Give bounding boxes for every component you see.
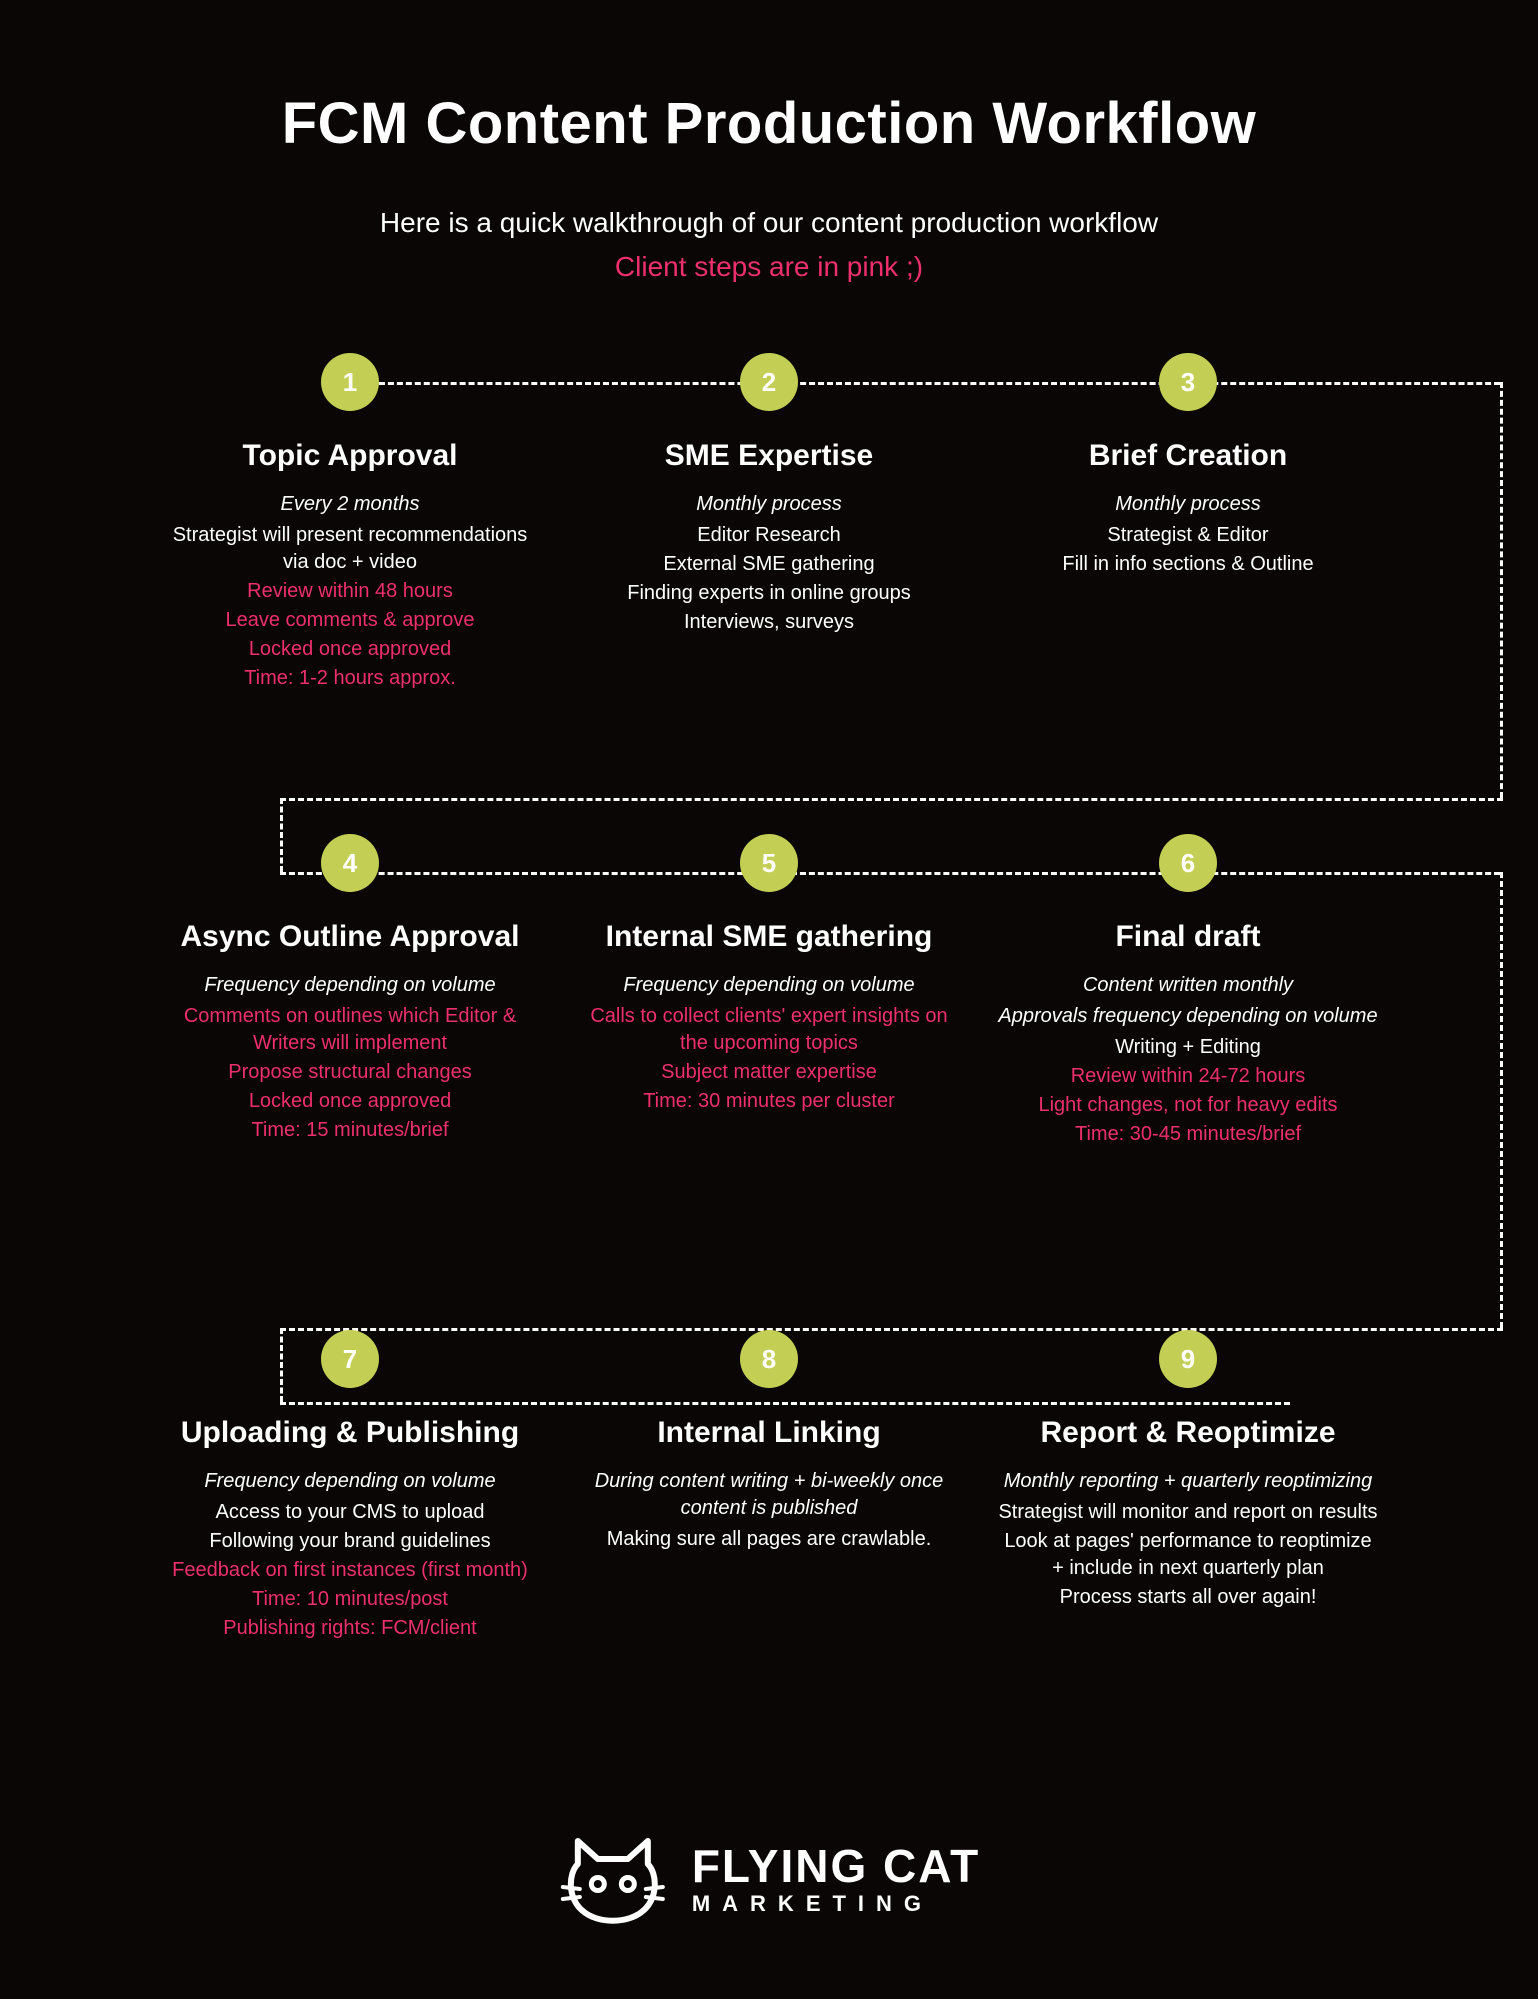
step-line: Leave comments & approve: [160, 607, 540, 634]
step-frequency: Monthly reporting + quarterly reoptimizi…: [998, 1468, 1378, 1495]
workflow-step: 3 Brief Creation Monthly process Strategist…: [998, 353, 1378, 694]
connector: [280, 1402, 1290, 1405]
step-line: Time: 30-45 minutes/brief: [998, 1121, 1378, 1148]
step-frequency: Monthly process: [998, 491, 1378, 518]
step-line: External SME gathering: [579, 551, 959, 578]
step-line: Feedback on first instances (first month…: [160, 1557, 540, 1584]
step-line: Review within 48 hours: [160, 578, 540, 605]
workflow-step: 2 SME Expertise Monthly process Editor Rese…: [579, 353, 959, 694]
connector: [280, 798, 1503, 801]
logo-line2: MARKETING: [692, 1893, 980, 1915]
page-subnote: Client steps are in pink ;): [100, 251, 1438, 283]
workflow-row-2: 4 Async Outline Approval Frequency dependi…: [100, 834, 1438, 1150]
step-number-badge: 1: [321, 353, 379, 411]
logo: FLYING CAT MARKETING: [558, 1829, 980, 1929]
step-title: Uploading & Publishing: [160, 1416, 540, 1450]
step-line: Strategist & Editor: [998, 522, 1378, 549]
step-frequency: Content written monthly: [998, 972, 1378, 999]
connector: [280, 798, 283, 872]
step-title: SME Expertise: [579, 439, 959, 473]
step-number-badge: 4: [321, 834, 379, 892]
logo-text: FLYING CAT MARKETING: [692, 1843, 980, 1915]
step-line: Propose structural changes: [160, 1059, 540, 1086]
step-number-badge: 3: [1159, 353, 1217, 411]
connector: [280, 1328, 1503, 1331]
step-frequency: Frequency depending on volume: [160, 972, 540, 999]
step-title: Final draft: [998, 920, 1378, 954]
step-line: Time: 10 minutes/post: [160, 1586, 540, 1613]
workflow-step: 7 Uploading & Publishing Frequency dependi…: [160, 1330, 540, 1644]
connector: [1500, 872, 1503, 1328]
step-number-badge: 5: [740, 834, 798, 892]
step-title: Async Outline Approval: [160, 920, 540, 954]
step-number-badge: 8: [740, 1330, 798, 1388]
step-line: Following your brand guidelines: [160, 1528, 540, 1555]
step-line: Publishing rights: FCM/client: [160, 1615, 540, 1642]
step-line: Time: 1-2 hours approx.: [160, 665, 540, 692]
step-line: Process starts all over again!: [998, 1584, 1378, 1611]
workflow-row-3: 7 Uploading & Publishing Frequency dependi…: [100, 1330, 1438, 1644]
page-subtitle: Here is a quick walkthrough of our conte…: [100, 207, 1438, 239]
connector: [1290, 382, 1500, 385]
step-frequency: Monthly process: [579, 491, 959, 518]
step-frequency: Every 2 months: [160, 491, 540, 518]
step-number-badge: 2: [740, 353, 798, 411]
page-title: FCM Content Production Workflow: [100, 90, 1438, 157]
step-line: Time: 30 minutes per cluster: [579, 1088, 959, 1115]
step-title: Brief Creation: [998, 439, 1378, 473]
logo-line1: FLYING CAT: [692, 1843, 980, 1889]
step-line: Light changes, not for heavy edits: [998, 1092, 1378, 1119]
step-title: Internal SME gathering: [579, 920, 959, 954]
step-line: Review within 24-72 hours: [998, 1063, 1378, 1090]
connector: [1290, 872, 1500, 875]
step-line: Finding experts in online groups: [579, 580, 959, 607]
workflow-row-1: 1 Topic Approval Every 2 months Strategist …: [100, 353, 1438, 694]
step-line: Editor Research: [579, 522, 959, 549]
step-number-badge: 6: [1159, 834, 1217, 892]
cat-icon: [558, 1829, 668, 1929]
step-title: Internal Linking: [579, 1416, 959, 1450]
step-frequency: During content writing + bi-weekly once …: [579, 1468, 959, 1522]
step-line: Time: 15 minutes/brief: [160, 1117, 540, 1144]
step-line: Comments on outlines which Editor & Writ…: [160, 1003, 540, 1057]
connector: [280, 1328, 283, 1402]
connector: [370, 382, 1290, 385]
workflow-rows: 1 Topic Approval Every 2 months Strategist …: [100, 353, 1438, 1644]
step-line: Strategist will monitor and report on re…: [998, 1499, 1378, 1526]
workflow-step: 6 Final draft Content written monthly Appro…: [998, 834, 1378, 1150]
step-line: Calls to collect clients' expert insight…: [579, 1003, 959, 1057]
connector: [1500, 382, 1503, 798]
step-line: Locked once approved: [160, 636, 540, 663]
step-line: Fill in info sections & Outline: [998, 551, 1378, 578]
step-title: Topic Approval: [160, 439, 540, 473]
step-frequency: Frequency depending on volume: [579, 972, 959, 999]
workflow-step: 4 Async Outline Approval Frequency dependi…: [160, 834, 540, 1150]
step-line: Look at pages' performance to reoptimize…: [998, 1528, 1378, 1582]
workflow-step: 1 Topic Approval Every 2 months Strategist …: [160, 353, 540, 694]
step-line: Locked once approved: [160, 1088, 540, 1115]
workflow-step: 9 Report & Reoptimize Monthly reporting + …: [998, 1330, 1378, 1644]
step-line: Making sure all pages are crawlable.: [579, 1526, 959, 1553]
infographic-page: FCM Content Production Workflow Here is …: [0, 0, 1538, 1999]
step-line: Access to your CMS to upload: [160, 1499, 540, 1526]
workflow-step: 8 Internal Linking During content writing …: [579, 1330, 959, 1644]
step-title: Report & Reoptimize: [998, 1416, 1378, 1450]
step-line: Writing + Editing: [998, 1034, 1378, 1061]
step-line: Interviews, surveys: [579, 609, 959, 636]
step-frequency: Approvals frequency depending on volume: [998, 1003, 1378, 1030]
workflow-step: 5 Internal SME gathering Frequency dependi…: [579, 834, 959, 1150]
step-frequency: Frequency depending on volume: [160, 1468, 540, 1495]
step-number-badge: 7: [321, 1330, 379, 1388]
step-line: Strategist will present recommendations …: [160, 522, 540, 576]
step-number-badge: 9: [1159, 1330, 1217, 1388]
step-line: Subject matter expertise: [579, 1059, 959, 1086]
